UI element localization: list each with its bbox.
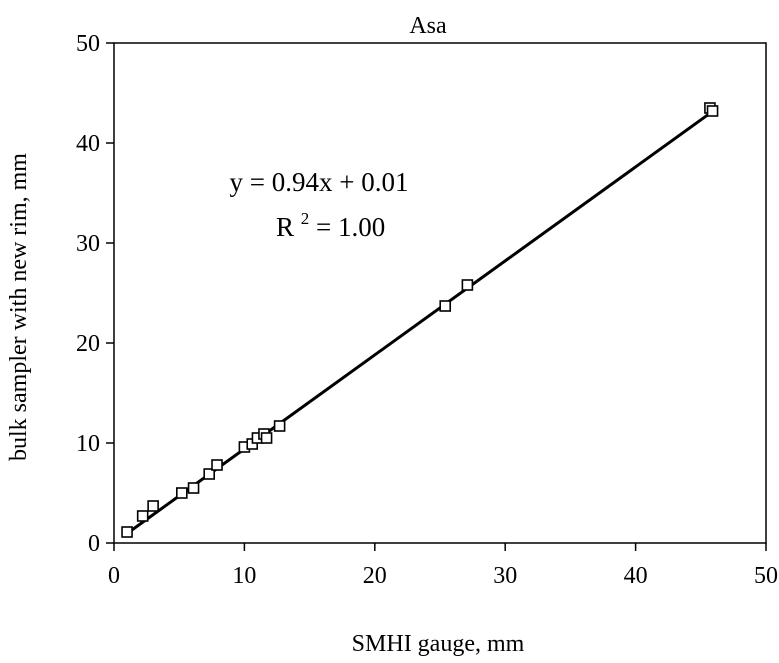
y-tick-label: 40 [76,131,100,157]
x-tick-label: 10 [232,563,256,589]
x-axis-ticks: 0 10 20 30 40 50 [108,543,778,589]
x-tick-label: 50 [754,563,778,589]
x-tick-label: 0 [108,563,120,589]
data-point [176,487,188,499]
data-point [203,468,215,480]
y-tick-label: 30 [76,231,100,257]
plot-area-border [113,42,767,544]
data-point [211,459,223,471]
r-squared-value: = 1.00 [316,212,385,242]
y-tick-label: 20 [76,331,100,357]
x-tick-label: 20 [363,563,387,589]
regression-equation: y = 0.94x + 0.01 [230,167,409,197]
data-point [147,500,159,512]
r-squared-superscript: 2 [301,209,310,228]
plot-frame [113,42,767,544]
data-point [136,510,149,522]
data-point [187,482,200,494]
y-axis-ticks: 0 10 20 30 40 50 [76,31,114,557]
r-squared-base: R [276,212,294,242]
data-point [121,526,133,538]
x-tick-label: 40 [624,563,648,589]
data-point [273,420,286,432]
data-point [439,300,452,312]
data-points [121,102,719,538]
x-axis-title: SMHI gauge, mm [352,631,525,657]
x-tick-label: 30 [493,563,517,589]
trendline-group [126,110,714,535]
y-tick-label: 0 [88,531,100,557]
data-point [706,105,719,117]
y-tick-label: 50 [76,31,100,57]
chart-title: Asa [409,13,447,39]
r-squared-annotation: R 2 = 1.00 [276,200,385,242]
data-point [461,279,474,291]
trendline [126,110,714,535]
y-tick-label: 10 [76,431,100,457]
y-axis-title: bulk sampler with new rim, mm [6,153,32,461]
data-point [260,432,273,444]
